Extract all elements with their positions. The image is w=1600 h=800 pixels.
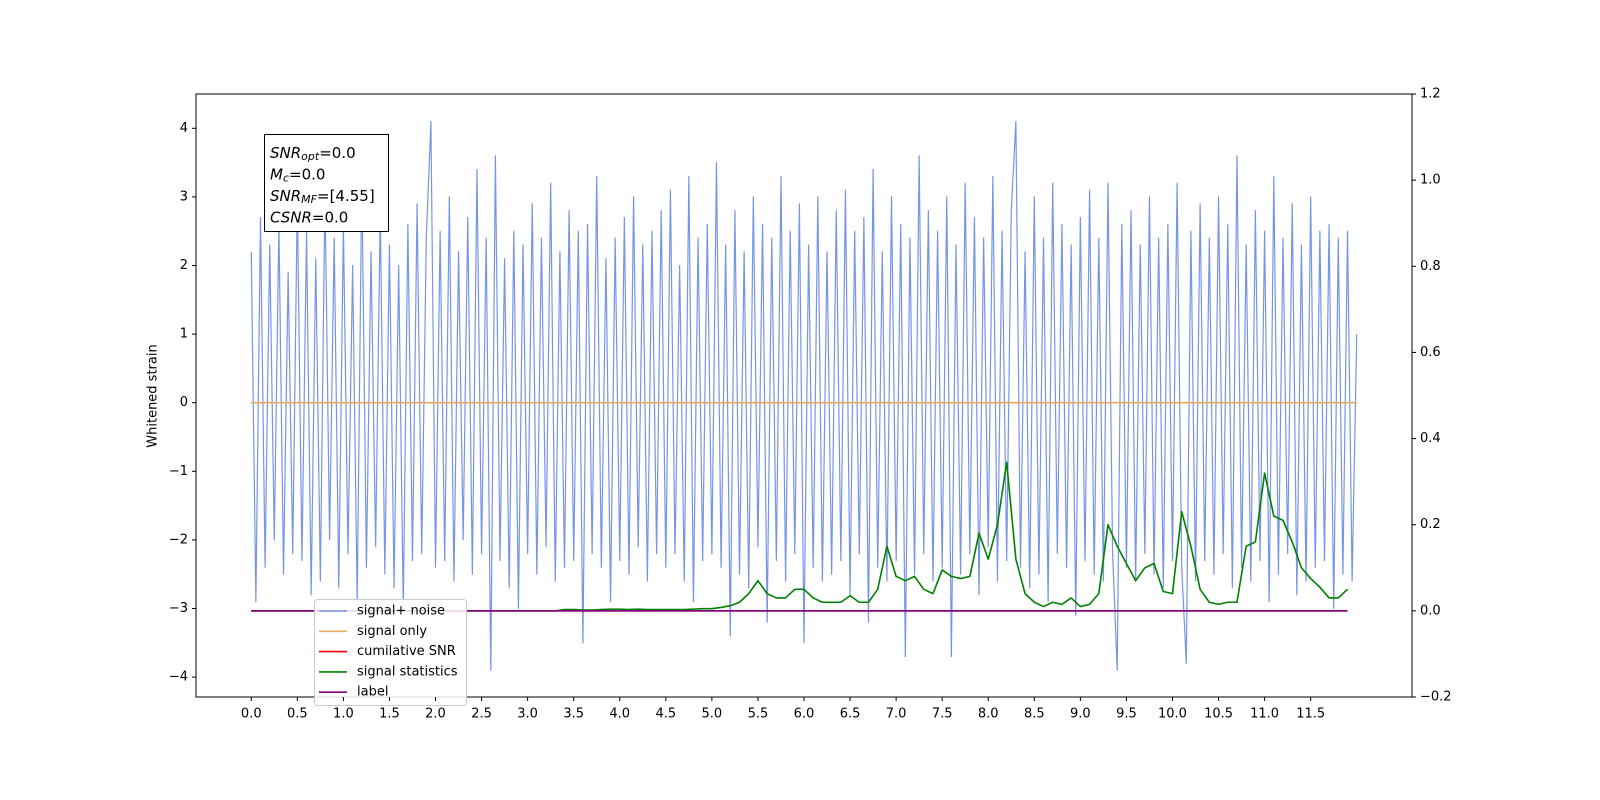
y-tick-label: −4	[169, 670, 188, 685]
annotation-symbol: SNR	[270, 144, 301, 162]
legend-frame	[314, 599, 467, 706]
y-tick-label: −3	[169, 601, 188, 616]
x-tick-label: 11.0	[1250, 707, 1279, 722]
legend-label: label	[357, 685, 388, 700]
annotation-symbol: CSNR	[270, 208, 312, 226]
annotation-frame	[264, 134, 389, 232]
x-tick-label: 0.0	[241, 707, 262, 722]
annotation-subscript: opt	[301, 150, 320, 163]
y2-tick-label: 0.8	[1420, 259, 1441, 274]
annotation-line: SNRMF=[4.55]	[270, 187, 375, 207]
y2-tick-label: 1.2	[1420, 87, 1441, 102]
annotation-subscript: c	[283, 172, 289, 185]
series-line	[250, 120, 1358, 671]
x-tick-label: 4.0	[609, 707, 630, 722]
annotation-symbol: M	[270, 165, 283, 183]
legend-label: cumilative SNR	[357, 644, 456, 659]
legend: signal+ noise signal only cumilative SNR si…	[314, 599, 467, 706]
y2-tick-label: 0.0	[1420, 603, 1441, 618]
annotation-value: =[4.55]	[317, 187, 375, 205]
x-tick-label: 10.5	[1204, 707, 1233, 722]
annotation-value: =0.0	[289, 165, 325, 183]
x-tick-label: 6.0	[794, 707, 815, 722]
x-tick-label: 4.5	[655, 707, 676, 722]
y-tick-label: −2	[169, 532, 188, 547]
y-axis-label: Whitened strain	[146, 344, 161, 447]
x-tick-label: 3.5	[563, 707, 584, 722]
x-tick-label: 1.0	[333, 707, 354, 722]
x-tick-label: 1.5	[379, 707, 400, 722]
y2-tick-label: 1.0	[1420, 173, 1441, 188]
annotation-symbol: SNR	[270, 187, 301, 205]
y2-tick-label: 0.2	[1420, 517, 1441, 532]
x-tick-label: 2.0	[425, 707, 446, 722]
x-tick-label: 10.0	[1158, 707, 1187, 722]
annotation-line: CSNR=0.0	[270, 208, 348, 226]
y2-tick-label: −0.2	[1420, 690, 1452, 705]
x-tick-label: 2.5	[471, 707, 492, 722]
x-tick-label: 9.0	[1070, 707, 1091, 722]
x-tick-label: 6.5	[840, 707, 861, 722]
annotation-line: Mc=0.0	[270, 165, 325, 185]
y-tick-label: 3	[180, 189, 188, 204]
y2-tick-label: 0.4	[1420, 431, 1441, 446]
annotation-value: =0.0	[319, 144, 355, 162]
x-tick-label: 0.5	[287, 707, 308, 722]
x-tick-label: 5.5	[748, 707, 769, 722]
annotation-value: =0.0	[312, 208, 348, 226]
legend-label: signal+ noise	[357, 604, 445, 619]
annotation-subscript: MF	[301, 193, 317, 206]
y-tick-label: 1	[180, 327, 188, 342]
legend-label: signal statistics	[357, 664, 458, 679]
x-tick-label: 5.0	[702, 707, 723, 722]
x-tick-label: 11.5	[1296, 707, 1325, 722]
annotation-line: SNRopt=0.0	[270, 144, 356, 164]
y-tick-label: −1	[169, 464, 188, 479]
y-tick-label: 2	[180, 258, 188, 273]
x-tick-label: 7.5	[932, 707, 953, 722]
y2-tick-label: 0.6	[1420, 345, 1441, 360]
x-tick-label: 9.5	[1116, 707, 1137, 722]
plot-area	[250, 120, 1358, 671]
y-tick-label: 4	[180, 121, 188, 136]
x-tick-label: 7.0	[886, 707, 907, 722]
x-tick-label: 3.0	[517, 707, 538, 722]
legend-label: signal only	[357, 624, 427, 639]
x-tick-label: 8.0	[978, 707, 999, 722]
x-tick-label: 8.5	[1024, 707, 1045, 722]
y-tick-label: 0	[180, 395, 188, 410]
